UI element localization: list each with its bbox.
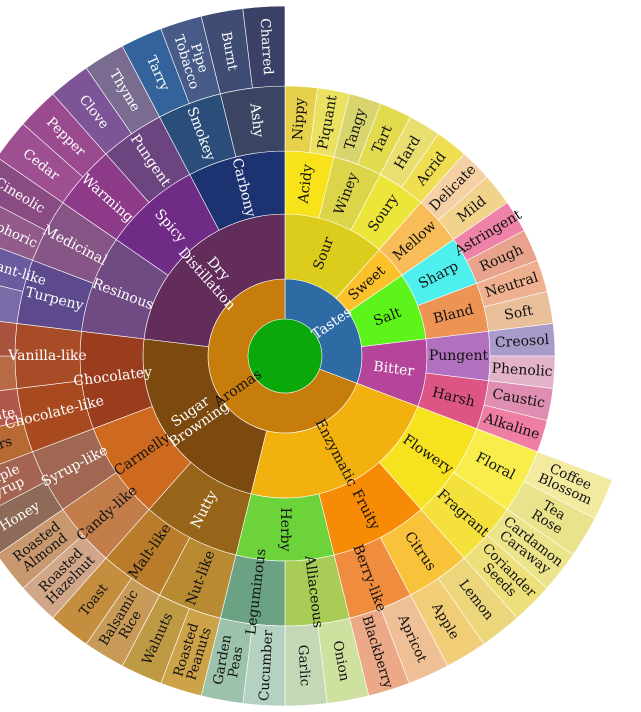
segment-charred[interactable] bbox=[242, 5, 286, 89]
segment-herby[interactable] bbox=[235, 493, 335, 562]
segment-vanilla-like[interactable] bbox=[14, 323, 82, 389]
sunburst-center bbox=[248, 319, 322, 393]
segment-pungent[interactable] bbox=[425, 330, 491, 382]
